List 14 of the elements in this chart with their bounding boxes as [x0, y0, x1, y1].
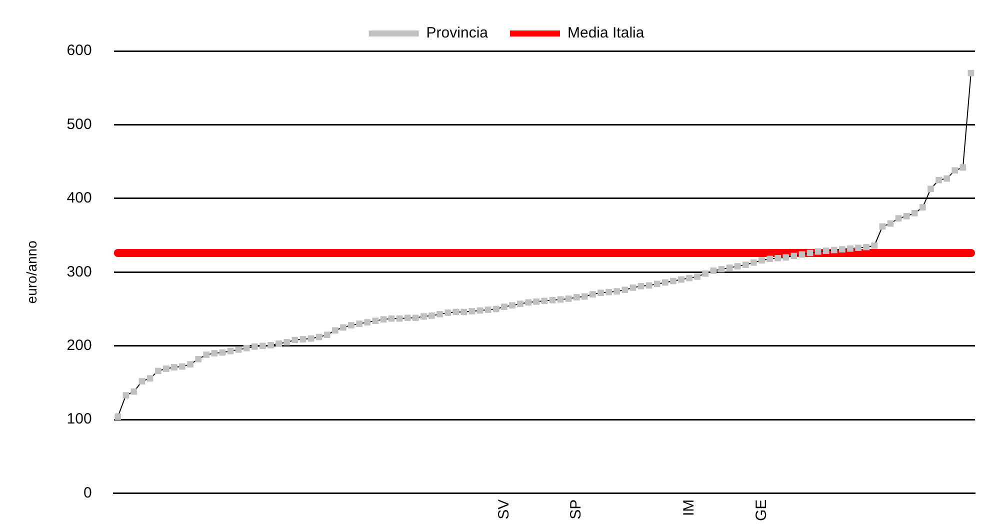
y-tick-label: 600 — [66, 42, 92, 60]
x-tick-label: SV — [495, 499, 512, 520]
y-tick-label: 300 — [66, 263, 92, 280]
y-tick-label: 500 — [66, 116, 92, 133]
y-tick-label: 200 — [66, 337, 92, 354]
legend-label: Provincia — [426, 24, 489, 42]
legend-label: Media Italia — [567, 24, 645, 42]
y-tick-label: 100 — [66, 410, 92, 428]
x-tick-label: SP — [568, 499, 585, 520]
x-tick-label: GE — [752, 499, 770, 522]
x-tick-label: IM — [680, 499, 698, 516]
y-axis-title: euro/anno — [23, 240, 40, 304]
y-tick-label: 400 — [66, 190, 92, 207]
y-tick-label: 0 — [83, 484, 92, 502]
